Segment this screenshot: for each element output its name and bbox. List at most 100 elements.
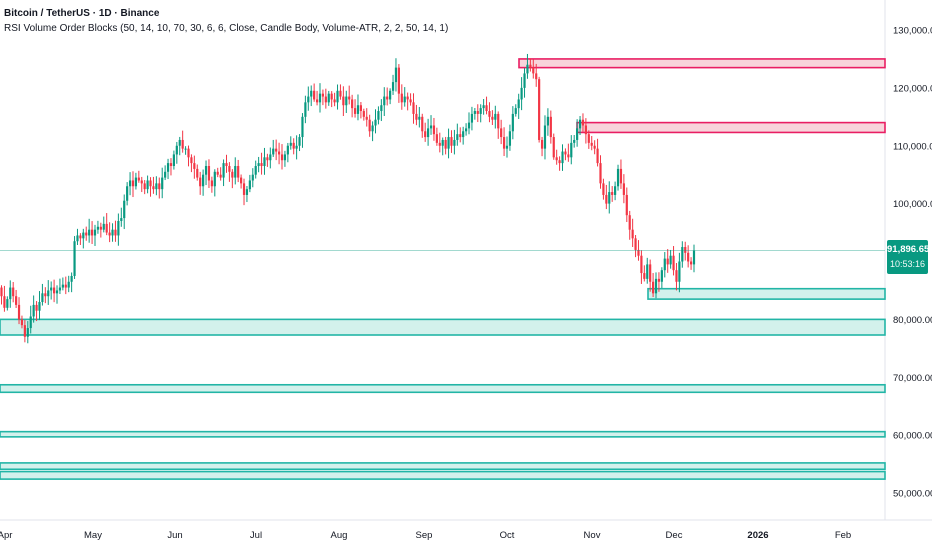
candle-body [570, 142, 573, 158]
candle-body [0, 287, 3, 297]
candle-body [225, 163, 228, 167]
candle-body [210, 180, 213, 187]
candle-body [90, 229, 94, 236]
candle-body [625, 194, 628, 216]
candle-body [184, 148, 187, 150]
candle-body [599, 163, 602, 184]
candle-body [289, 142, 292, 146]
candle-body [70, 275, 73, 282]
candle-body [327, 93, 330, 103]
candle-body [280, 154, 284, 161]
candle-body [576, 128, 579, 140]
x-tick-label: May [84, 530, 102, 541]
symbol-title[interactable]: Bitcoin / TetherUS · 1D · Binance [4, 8, 160, 19]
candle-body [573, 139, 576, 143]
candle-body [345, 96, 348, 106]
x-tick-label: Aug [331, 530, 348, 541]
candle-body [108, 232, 111, 236]
candle-body [149, 180, 152, 187]
candle-body [228, 166, 231, 172]
candle-body [491, 116, 494, 120]
x-tick-label: Jul [250, 530, 262, 541]
candle-body [362, 111, 365, 117]
last-price-tag: 91,896.65 10:53:16 [887, 240, 929, 274]
candle-body [432, 125, 436, 135]
candle-body [646, 264, 649, 279]
candle-body [400, 93, 403, 103]
candle-body [508, 131, 512, 146]
candle-body [403, 96, 406, 103]
candle-body [202, 174, 205, 187]
candle-body [353, 108, 357, 114]
candle-body [169, 163, 173, 167]
candle-body [555, 157, 558, 161]
bullish-order-block [0, 383, 886, 394]
candle-body [164, 171, 167, 178]
candle-body [12, 287, 15, 297]
candle-body [523, 73, 526, 88]
y-tick-label: 60,000.00 [893, 431, 932, 442]
candle-body [479, 108, 482, 114]
candle-body [552, 137, 555, 158]
candle-body [590, 142, 593, 146]
candle-body [488, 111, 491, 117]
candle-body [692, 250, 696, 265]
candle-body [374, 119, 377, 126]
chart-legend: Bitcoin / TetherUS · 1D · Binance RSI Vo… [4, 6, 448, 36]
candle-body [196, 168, 199, 178]
candle-body [17, 304, 21, 320]
candle-body [193, 163, 196, 169]
candle-body [476, 111, 479, 114]
candle-body [304, 102, 307, 117]
x-tick-label: Dec [666, 530, 683, 541]
candle-body [377, 111, 380, 120]
candle-body [611, 192, 614, 195]
y-tick-label: 130,000.00 [893, 26, 932, 37]
candle-body [64, 284, 67, 288]
y-tick-label: 50,000.00 [893, 489, 932, 500]
candle-body [447, 137, 450, 149]
candle-body [657, 278, 661, 282]
candle-body [654, 278, 658, 294]
candle-body [631, 229, 634, 239]
candle-body [538, 79, 541, 140]
candle-body [380, 105, 383, 112]
candle-body [438, 142, 441, 146]
x-tick-label: 2026 [747, 530, 768, 541]
indicator-label[interactable]: RSI Volume Order Blocks (50, 14, 10, 70,… [4, 23, 449, 34]
bullish-order-block [0, 462, 886, 471]
candle-body [292, 142, 295, 149]
candle-body [561, 151, 564, 164]
candle-body [47, 290, 50, 297]
candle-body [257, 163, 260, 167]
candle-body [593, 145, 596, 149]
candle-body [134, 177, 138, 187]
candle-body [453, 139, 456, 146]
candle-body [605, 194, 608, 204]
bullish-order-block [0, 430, 886, 438]
candle-body [52, 287, 56, 294]
candle-body [283, 154, 287, 161]
candle-body [336, 90, 339, 103]
candle-body [365, 116, 368, 120]
candle-body [161, 177, 164, 190]
candle-body [359, 105, 362, 112]
candle-body [339, 90, 342, 97]
candle-body [272, 148, 275, 155]
candle-body [96, 226, 100, 230]
candle-body [622, 183, 625, 195]
candle-body [558, 160, 561, 164]
candle-body [102, 223, 105, 230]
candle-body [485, 105, 488, 112]
candle-body [546, 116, 550, 126]
candle-body [99, 226, 102, 230]
candle-body [505, 145, 509, 149]
candle-body [15, 296, 18, 305]
candle-body [76, 235, 79, 242]
candle-body [333, 99, 336, 103]
candle-body [587, 134, 590, 143]
candle-body [286, 145, 289, 155]
candle-body [73, 241, 76, 276]
